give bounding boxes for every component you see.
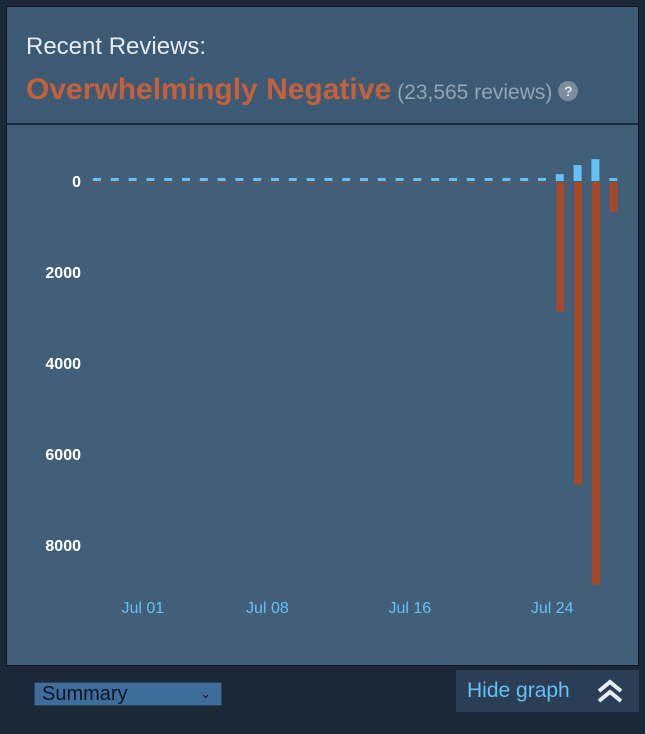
y-axis-label: 8000: [45, 538, 81, 555]
negative-review-bar[interactable]: [520, 182, 529, 183]
negative-review-bar[interactable]: [111, 182, 120, 183]
negative-review-bar[interactable]: [591, 182, 600, 585]
negative-review-bar[interactable]: [609, 182, 618, 212]
double-chevron-up-icon: [597, 679, 623, 703]
negative-review-bar[interactable]: [164, 182, 173, 183]
positive-review-bar[interactable]: [271, 178, 279, 181]
y-axis-label: 2000: [45, 265, 81, 282]
recent-reviews-title: Recent Reviews:: [26, 33, 207, 60]
negative-review-bar[interactable]: [324, 182, 333, 183]
negative-review-bar[interactable]: [289, 182, 298, 183]
hide-graph-label: Hide graph: [467, 679, 570, 702]
negative-review-bar[interactable]: [360, 182, 369, 183]
negative-review-bar[interactable]: [467, 182, 476, 183]
positive-review-bar[interactable]: [288, 178, 297, 181]
y-axis-label: 4000: [45, 356, 81, 373]
positive-review-bar[interactable]: [93, 178, 101, 181]
negative-review-bar[interactable]: [218, 182, 227, 183]
positive-review-bar[interactable]: [609, 178, 618, 181]
positive-review-bar[interactable]: [484, 178, 493, 181]
negative-review-bar[interactable]: [449, 182, 458, 183]
negative-review-bar[interactable]: [413, 182, 422, 183]
positive-review-bar[interactable]: [466, 178, 475, 181]
review-histogram: 0 2000 4000 6000 8000 Jul 01 Jul 08 Jul 16 Jul 2…: [7, 125, 638, 665]
histogram-chart: 0 2000 4000 6000 8000 Jul 01 Jul 08 Jul 16 Jul 2…: [45, 159, 618, 617]
negative-review-bar[interactable]: [182, 182, 191, 183]
negative-review-bar[interactable]: [253, 182, 262, 183]
negative-review-bar[interactable]: [200, 182, 209, 183]
positive-review-bar[interactable]: [591, 159, 600, 181]
hide-graph-button[interactable]: Hide graph: [456, 670, 639, 712]
positive-review-bar[interactable]: [431, 178, 440, 181]
review-summary: Overwhelmingly Negative (23,565 reviews)?: [26, 73, 579, 107]
negative-review-bar[interactable]: [146, 182, 155, 183]
positive-review-bar[interactable]: [324, 178, 333, 181]
negative-review-bar[interactable]: [271, 182, 280, 183]
reviews-header: Recent Reviews: Overwhelmingly Negative(…: [7, 7, 638, 125]
view-select-value: Summary: [42, 683, 128, 705]
negative-review-bar[interactable]: [556, 182, 565, 312]
y-axis-label: 0: [72, 174, 81, 191]
positive-review-bar[interactable]: [413, 178, 422, 181]
positive-review-bar[interactable]: [164, 178, 173, 181]
negative-review-bar[interactable]: [378, 182, 387, 183]
positive-review-bar[interactable]: [182, 178, 190, 181]
negative-review-bar[interactable]: [431, 182, 440, 183]
positive-review-bar[interactable]: [520, 178, 529, 181]
positive-review-bar[interactable]: [217, 178, 226, 181]
negative-review-bar[interactable]: [129, 182, 138, 183]
recent-reviews-panel: Recent Reviews: Overwhelmingly Negative(…: [6, 6, 639, 666]
review-rating[interactable]: Overwhelmingly Negative: [26, 73, 392, 106]
x-axis-label: Jul 01: [121, 600, 164, 617]
view-select[interactable]: Summary ⌄: [34, 682, 222, 706]
chevron-down-icon: ⌄: [200, 686, 211, 701]
positive-review-bar[interactable]: [538, 178, 546, 181]
negative-review-bar[interactable]: [235, 182, 244, 183]
positive-review-bar[interactable]: [146, 178, 155, 181]
x-axis-label: Jul 08: [246, 600, 289, 617]
x-axis-label: Jul 16: [388, 600, 431, 617]
positive-review-bar[interactable]: [128, 178, 137, 181]
review-count: (23,565 reviews): [397, 81, 553, 104]
positive-review-bar[interactable]: [342, 178, 351, 181]
positive-review-bar[interactable]: [573, 165, 582, 181]
negative-review-bar[interactable]: [538, 182, 547, 183]
negative-review-bar[interactable]: [93, 182, 102, 183]
positive-review-bar[interactable]: [377, 178, 386, 181]
negative-review-bar[interactable]: [502, 182, 511, 183]
help-icon[interactable]: ?: [558, 81, 579, 101]
positive-review-bar[interactable]: [253, 178, 262, 181]
negative-review-bar[interactable]: [307, 182, 316, 183]
positive-review-bar[interactable]: [449, 178, 457, 181]
y-axis-label: 6000: [45, 447, 81, 464]
negative-review-bar[interactable]: [574, 182, 583, 485]
negative-review-bar[interactable]: [342, 182, 351, 183]
positive-review-bar[interactable]: [395, 178, 404, 181]
positive-review-bar[interactable]: [306, 178, 315, 181]
positive-review-bar[interactable]: [555, 174, 564, 181]
positive-review-bar[interactable]: [199, 178, 208, 181]
positive-review-bar[interactable]: [110, 178, 119, 181]
positive-review-bar[interactable]: [235, 178, 244, 181]
negative-review-bar[interactable]: [396, 182, 405, 183]
x-axis-label: Jul 24: [531, 600, 574, 617]
positive-review-bar[interactable]: [502, 178, 511, 181]
positive-review-bar[interactable]: [360, 178, 368, 181]
negative-review-bar[interactable]: [485, 182, 494, 183]
